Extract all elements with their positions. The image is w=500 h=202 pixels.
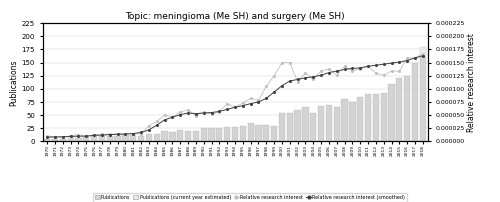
Bar	[130, 135, 136, 141]
Bar	[154, 134, 160, 141]
Bar	[256, 125, 262, 141]
Y-axis label: Relative research interest: Relative research interest	[468, 33, 476, 132]
Bar	[342, 99, 347, 141]
Bar	[286, 113, 293, 141]
Bar	[185, 132, 191, 141]
Bar	[404, 76, 410, 141]
Bar	[170, 133, 175, 141]
Bar	[240, 126, 246, 141]
Legend: Publications, Publications (current year estimated), Relative research interest,: Publications, Publications (current year…	[92, 193, 407, 202]
Bar	[326, 105, 332, 141]
Bar	[232, 127, 238, 141]
Bar	[114, 136, 121, 141]
Bar	[420, 47, 426, 57]
Bar	[263, 125, 270, 141]
Bar	[372, 94, 379, 141]
Bar	[396, 78, 402, 141]
Bar	[52, 139, 58, 141]
Bar	[388, 84, 394, 141]
Bar	[271, 126, 278, 141]
Bar	[310, 113, 316, 141]
Bar	[60, 139, 66, 141]
Bar	[208, 128, 214, 141]
Bar	[44, 139, 51, 141]
Bar	[279, 113, 285, 141]
Bar	[365, 94, 371, 141]
Bar	[216, 128, 222, 141]
Bar	[68, 138, 74, 141]
Bar	[192, 131, 199, 141]
Bar	[294, 110, 300, 141]
Bar	[200, 128, 207, 141]
Bar	[83, 137, 89, 141]
Y-axis label: Publications: Publications	[10, 59, 18, 106]
Bar	[334, 107, 340, 141]
Bar	[99, 136, 105, 141]
Bar	[177, 130, 184, 141]
Bar	[106, 136, 113, 141]
Bar	[122, 135, 128, 141]
Bar	[91, 136, 98, 141]
Bar	[138, 136, 144, 141]
Bar	[224, 127, 230, 141]
Bar	[318, 106, 324, 141]
Bar	[349, 102, 356, 141]
Bar	[76, 138, 82, 141]
Bar	[357, 97, 364, 141]
Bar	[380, 93, 387, 141]
Bar	[420, 57, 426, 141]
Bar	[162, 131, 168, 141]
Bar	[248, 123, 254, 141]
Bar	[146, 134, 152, 141]
Bar	[302, 107, 308, 141]
Title: Topic: meningioma (Me SH) and surgery (Me SH): Topic: meningioma (Me SH) and surgery (M…	[125, 12, 345, 21]
Bar	[412, 63, 418, 141]
